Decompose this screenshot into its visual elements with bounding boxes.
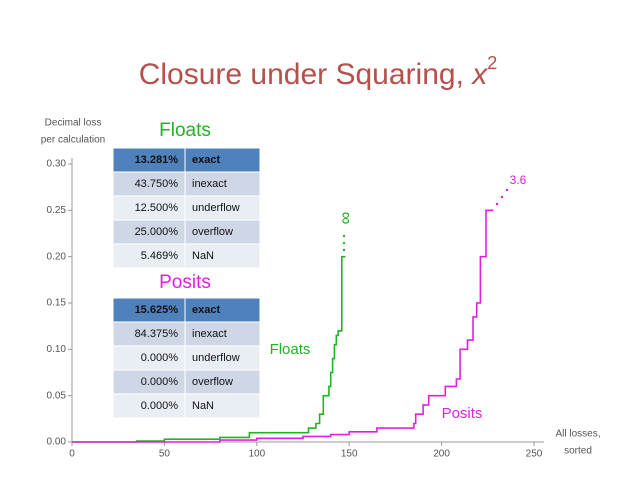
y-tick-label: 0.30	[47, 159, 67, 170]
table-text: overflow	[192, 376, 233, 388]
title-var: x	[470, 58, 488, 91]
x-tick-label: 100	[248, 449, 265, 460]
table-text: 25.000%	[135, 226, 179, 238]
y-axis-label: Decimal loss	[45, 118, 102, 129]
table-text: 13.281%	[135, 154, 179, 166]
series-label: Posits	[442, 405, 483, 422]
y-tick-label: 0.00	[47, 437, 67, 448]
table-cell	[112, 297, 186, 323]
table-cell	[184, 321, 261, 347]
table-cell	[184, 297, 261, 323]
x-tick-label: 0	[69, 449, 75, 460]
table-text: underflow	[192, 352, 240, 364]
table-text: NaN	[192, 400, 214, 412]
table-text: 5.469%	[141, 250, 179, 262]
table-cell	[184, 219, 261, 245]
table-text: overflow	[192, 226, 233, 238]
table-cell	[112, 147, 186, 173]
table-title: Posits	[159, 272, 211, 293]
table-cell	[184, 147, 261, 173]
table-cell	[184, 171, 261, 197]
table-text: underflow	[192, 202, 240, 214]
y-tick-label: 0.10	[47, 344, 67, 355]
ellipsis-dot	[342, 241, 346, 245]
x-tick-label: 50	[159, 449, 171, 460]
series-line	[72, 255, 346, 443]
title-text: Closure under Squaring,	[139, 58, 464, 91]
table-text: inexact	[192, 178, 227, 190]
x-axis-label: All losses,	[555, 429, 600, 440]
y-tick-label: 0.05	[47, 390, 67, 401]
table-text: 12.500%	[135, 202, 179, 214]
table-text: 0.000%	[141, 400, 179, 412]
table-cell	[184, 393, 261, 419]
y-tick-label: 0.20	[47, 251, 67, 262]
slide-title: Closure under Squaring, x2	[139, 53, 498, 91]
table-text: 0.000%	[141, 352, 179, 364]
ellipsis-dot	[505, 188, 509, 192]
x-axis-label: sorted	[564, 446, 592, 457]
table-cell	[112, 219, 186, 245]
table-text: 43.750%	[135, 178, 179, 190]
ellipsis-dot	[500, 195, 504, 199]
table-text: NaN	[192, 250, 214, 262]
table-cell	[184, 345, 261, 371]
x-tick-label: 250	[526, 449, 543, 460]
table-text: 15.625%	[135, 304, 179, 316]
table-cell	[112, 243, 186, 269]
y-axis-label: per calculation	[41, 135, 105, 146]
ellipsis-dot	[342, 234, 346, 238]
x-tick-label: 150	[341, 449, 358, 460]
table-title: Floats	[159, 120, 211, 141]
y-tick-label: 0.25	[47, 205, 67, 216]
ellipsis-dot	[495, 202, 499, 206]
x-tick-label: 200	[433, 449, 450, 460]
table-text: exact	[192, 304, 220, 316]
end-label: ∞	[336, 212, 356, 225]
series-label: Floats	[270, 341, 311, 358]
series-line	[72, 209, 494, 443]
table-text: exact	[192, 154, 220, 166]
table-text: inexact	[192, 328, 227, 340]
ellipsis-dot	[342, 248, 346, 252]
table-cell	[112, 345, 186, 371]
table-cell	[184, 243, 261, 269]
table-text: 84.375%	[135, 328, 179, 340]
y-tick-label: 0.15	[47, 298, 67, 309]
end-label: 3.6	[510, 173, 527, 187]
table-cell	[112, 171, 186, 197]
table-cell	[112, 393, 186, 419]
table-text: 0.000%	[141, 376, 179, 388]
table-cell	[184, 195, 261, 221]
title-sup: 2	[487, 53, 497, 73]
